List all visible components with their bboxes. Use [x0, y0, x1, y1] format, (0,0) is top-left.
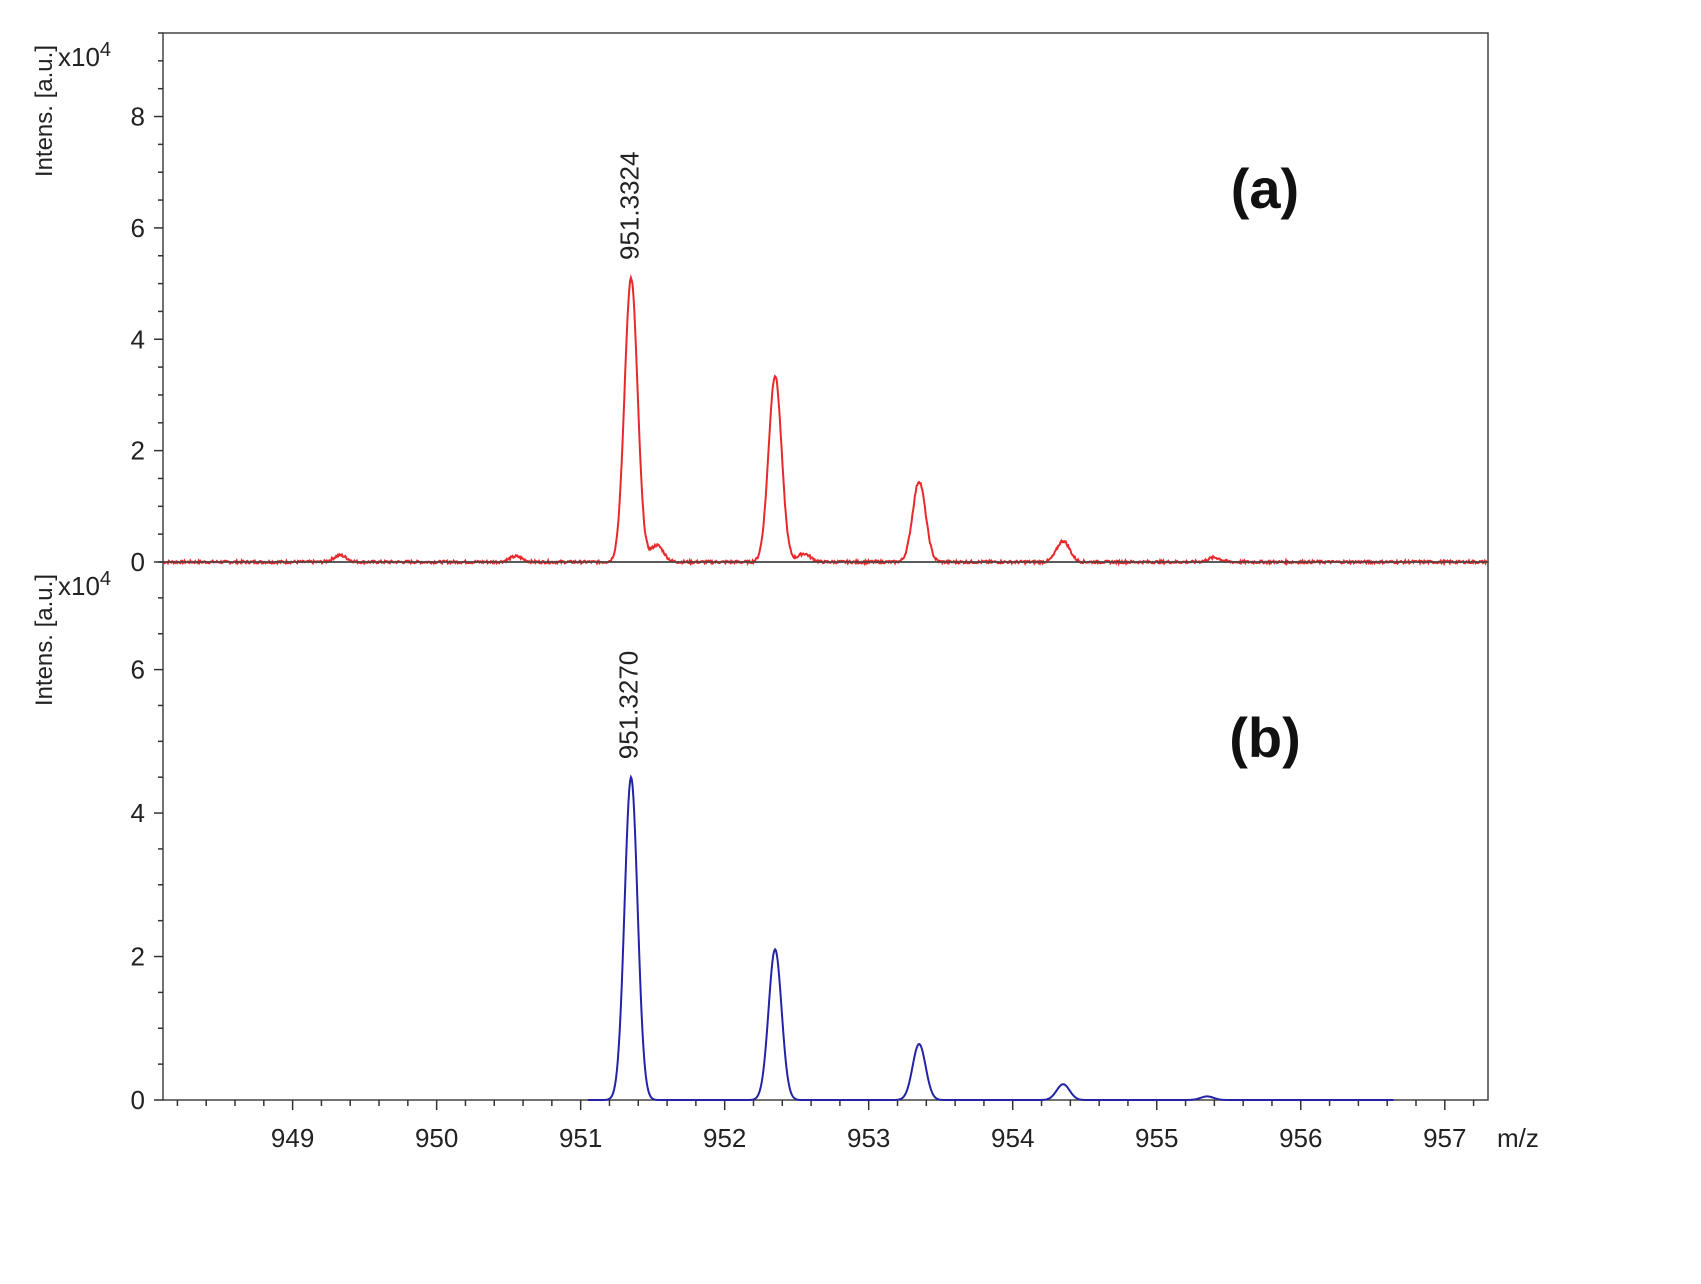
- panel-b-y-axis: 0 2 4 6: [131, 561, 163, 1115]
- a-y-tick-label: 6: [131, 213, 145, 243]
- panel-b-y-multiplier: x104: [58, 568, 111, 601]
- x-tick-label: 957: [1423, 1123, 1466, 1153]
- panel-a-y-multiplier: x104: [58, 39, 111, 72]
- a-y-tick-label: 0: [131, 547, 145, 577]
- panel-b-label: (b): [1229, 706, 1301, 769]
- b-y-tick-label: 0: [131, 1085, 145, 1115]
- panel-a-label: (a): [1231, 157, 1299, 220]
- panel-b-x-axis: 949 950 951 952 953 954 955 956 957: [176, 1100, 1475, 1153]
- panel-b-y-multiplier-exp: 4: [100, 568, 111, 590]
- x-tick-label: 954: [991, 1123, 1034, 1153]
- b-y-tick-label: 6: [131, 655, 145, 685]
- panel-a-frame: [162, 32, 1489, 563]
- panel-b-spectrum-trace: [587, 774, 1394, 1101]
- x-tick-label: 951: [559, 1123, 602, 1153]
- panel-a-peak-label: 951.3324: [615, 152, 645, 260]
- panel-b-y-multiplier-base: x10: [58, 571, 100, 601]
- a-y-tick-label: 8: [131, 102, 145, 132]
- panel-a-spectrum-trace: [162, 274, 1488, 567]
- b-y-tick-label: 2: [131, 942, 145, 972]
- b-y-tick-label: 4: [131, 798, 145, 828]
- x-tick-label: 950: [415, 1123, 458, 1153]
- x-tick-label: 953: [847, 1123, 890, 1153]
- x-tick-label: 955: [1135, 1123, 1178, 1153]
- panel-b-frame: [162, 561, 1489, 1101]
- x-tick-label: 949: [271, 1123, 314, 1153]
- panel-a-y-axis: 0 2 4 6 8: [131, 32, 163, 577]
- a-y-tick-label: 4: [131, 324, 145, 354]
- x-axis-label: m/z: [1497, 1123, 1539, 1153]
- panel-a-y-multiplier-exp: 4: [100, 39, 111, 61]
- x-tick-label: 952: [703, 1123, 746, 1153]
- panel-a-y-multiplier-base: x10: [58, 42, 100, 72]
- a-y-tick-label: 2: [131, 436, 145, 466]
- x-tick-label: 956: [1279, 1123, 1322, 1153]
- panel-b-peak-label: 951.3270: [614, 651, 644, 759]
- panel-a-y-axis-label: Intens. [a.u.]: [31, 45, 58, 177]
- panel-b: 0 2 4 6 949 950 951 952 953 954 955 956 957 951.327…: [31, 561, 1539, 1153]
- panel-b-y-axis-label: Intens. [a.u.]: [31, 574, 58, 706]
